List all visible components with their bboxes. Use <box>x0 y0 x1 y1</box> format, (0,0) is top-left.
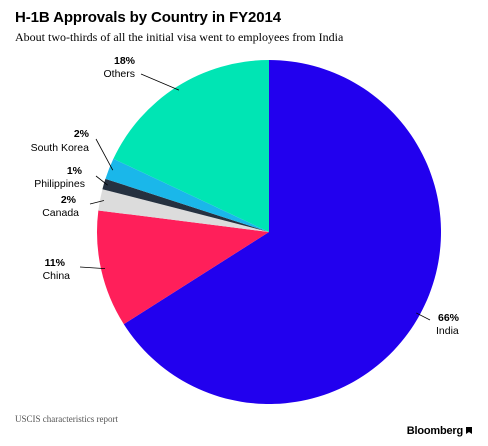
slice-value-label: 11% <box>45 257 66 269</box>
pie-slice-others <box>113 60 269 232</box>
pie-slice-china <box>96 210 269 325</box>
pie-slice-india <box>123 60 442 405</box>
slice-value-label: 2% <box>61 194 77 206</box>
chart-title: H-1B Approvals by Country in FY2014 <box>15 9 282 26</box>
pie-slice-philippines <box>102 178 270 232</box>
tag-icon <box>466 427 472 434</box>
leader-line-india <box>416 312 431 321</box>
slice-name-label: China <box>43 270 71 282</box>
leader-line-philippines <box>95 175 108 186</box>
bloomberg-logo: Bloomberg <box>407 425 473 437</box>
pie-slice-south-korea <box>105 158 270 232</box>
slice-value-label: 66% <box>438 312 460 324</box>
chart-subtitle: About two-thirds of all the initial visa… <box>15 30 344 44</box>
slice-name-label: South Korea <box>31 142 90 154</box>
pie-slice-canada <box>98 189 270 232</box>
slice-name-label: Philippines <box>34 178 85 190</box>
slice-value-label: 1% <box>67 165 83 177</box>
source-note: USCIS characteristics report <box>15 414 118 424</box>
leader-line-others <box>140 73 180 91</box>
slice-value-label: 2% <box>74 128 90 140</box>
leader-line-china <box>79 266 106 270</box>
slice-value-label: 18% <box>114 55 136 67</box>
slice-name-label: Canada <box>42 207 79 219</box>
slice-name-label: India <box>436 325 459 337</box>
leader-line-canada <box>89 200 105 205</box>
leader-line-south-korea <box>95 138 114 171</box>
slice-name-label: Others <box>103 68 135 80</box>
brand-name: Bloomberg <box>406 425 463 437</box>
